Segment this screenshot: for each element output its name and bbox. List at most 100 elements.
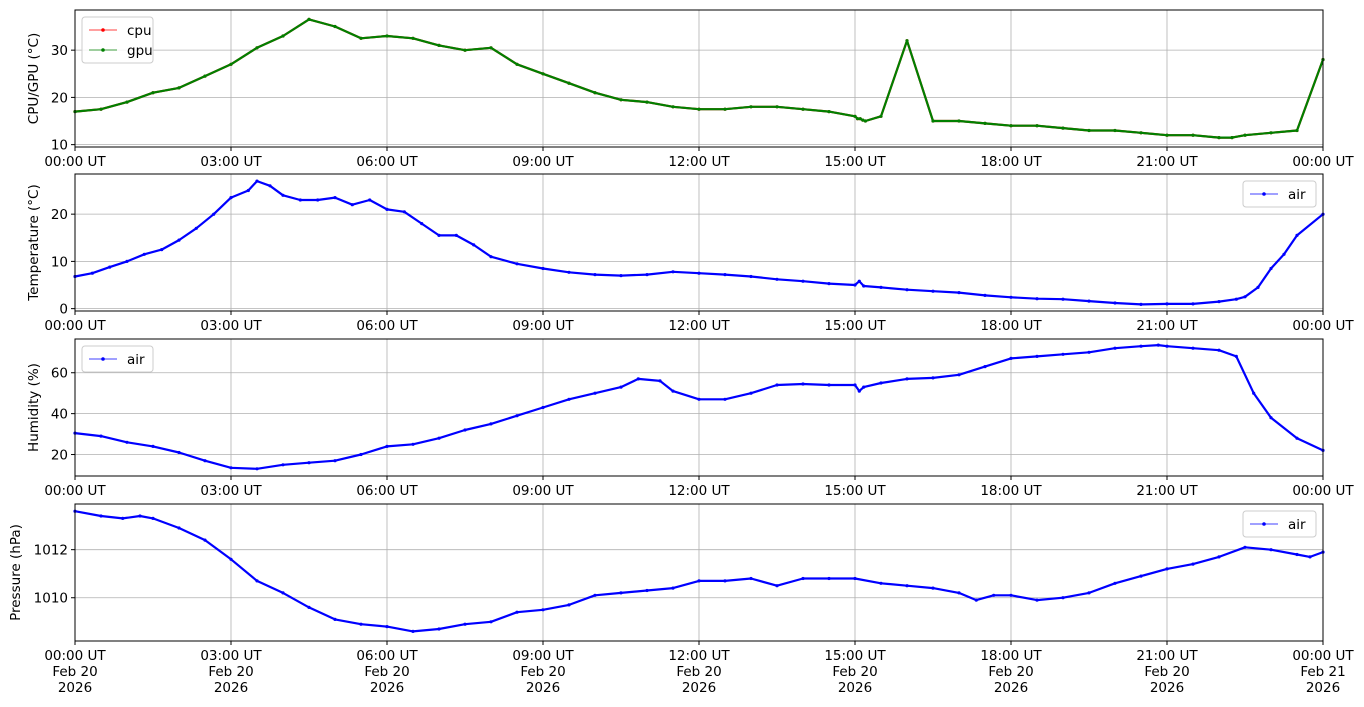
data-point-gpu bbox=[1165, 133, 1169, 137]
x-tick-label: 00:00 UT bbox=[44, 483, 106, 499]
data-point-gpu bbox=[1035, 124, 1039, 128]
x-tick-label: 12:00 UT bbox=[668, 318, 730, 334]
data-point-air bbox=[255, 467, 259, 471]
data-point-gpu bbox=[281, 34, 285, 38]
data-point-air bbox=[853, 576, 857, 581]
grid bbox=[75, 339, 1323, 476]
data-point-air bbox=[1087, 591, 1091, 595]
grid bbox=[75, 174, 1323, 311]
data-point-air bbox=[333, 196, 337, 200]
data-point-air bbox=[541, 266, 545, 271]
data-point-gpu bbox=[749, 105, 753, 109]
data-point-air bbox=[1234, 354, 1238, 358]
data-point-air bbox=[489, 620, 493, 624]
x-tick-label: 06:00 UT bbox=[356, 483, 418, 499]
series-line-air bbox=[74, 344, 1324, 470]
data-point-gpu bbox=[931, 119, 935, 123]
panel-1: 00:00 UT 03:00 UT 06:00 UT 09:00 UT 12:00 UT… bbox=[26, 9, 1354, 170]
legend-marker-gpu bbox=[101, 48, 105, 52]
data-point-air bbox=[472, 243, 476, 247]
data-point-air bbox=[151, 516, 155, 521]
legend-marker-air bbox=[101, 357, 105, 361]
x-tick-label: 12:00 UT bbox=[668, 483, 730, 499]
data-point-gpu bbox=[99, 107, 103, 111]
x-tick-label: 00:00 UT bbox=[1292, 648, 1354, 664]
data-point-air bbox=[268, 184, 272, 188]
data-point-air bbox=[142, 252, 146, 256]
legend: air bbox=[1242, 180, 1317, 208]
data-point-gpu bbox=[255, 46, 259, 50]
data-point-air bbox=[541, 608, 545, 612]
data-point-air bbox=[931, 586, 935, 590]
data-point-air bbox=[90, 271, 94, 275]
data-point-gpu bbox=[463, 48, 467, 52]
x-year-label: 2026 bbox=[994, 680, 1028, 696]
data-point-air bbox=[1217, 555, 1221, 559]
x-tick-label: 18:00 UT bbox=[980, 318, 1042, 334]
y-axis-label: Pressure (hPa) bbox=[8, 524, 24, 621]
grid bbox=[75, 10, 1323, 147]
legend-box bbox=[81, 345, 154, 373]
data-point-gpu bbox=[437, 43, 441, 48]
x-year-label: 2026 bbox=[58, 680, 92, 696]
data-point-air bbox=[359, 452, 363, 457]
x-tick-label: 15:00 UT bbox=[824, 648, 886, 664]
data-point-air bbox=[658, 379, 662, 383]
legend-marker-cpu bbox=[101, 28, 105, 32]
data-point-air bbox=[125, 440, 129, 444]
data-point-air bbox=[992, 593, 996, 597]
data-point-air bbox=[515, 414, 519, 418]
data-point-air bbox=[1165, 302, 1169, 306]
data-point-air bbox=[229, 557, 233, 561]
data-point-air bbox=[879, 285, 883, 289]
y-axis-label: CPU/GPU (°C) bbox=[26, 33, 42, 124]
data-point-air bbox=[1035, 297, 1039, 301]
data-point-air bbox=[827, 576, 831, 581]
data-point-gpu bbox=[203, 74, 207, 78]
x-year-label: 2026 bbox=[370, 680, 404, 696]
x-tick-label: 03:00 UT bbox=[200, 154, 262, 170]
data-point-air bbox=[593, 593, 597, 597]
data-point-air bbox=[1269, 266, 1273, 271]
x-date-label: Feb 20 bbox=[988, 664, 1033, 680]
legend: cpu gpu bbox=[81, 16, 154, 64]
data-point-air bbox=[1252, 391, 1256, 395]
data-point-air bbox=[1139, 302, 1143, 306]
legend-box bbox=[1242, 180, 1317, 208]
legend-marker-air bbox=[1262, 192, 1266, 196]
data-point-air bbox=[1087, 299, 1091, 303]
x-tick-label: 03:00 UT bbox=[200, 318, 262, 334]
y-tick-label: 20 bbox=[51, 448, 68, 464]
data-point-air bbox=[957, 373, 961, 377]
data-point-gpu bbox=[905, 39, 909, 43]
y-tick-label: 60 bbox=[51, 366, 68, 382]
x-date-label: Feb 20 bbox=[832, 664, 877, 680]
data-point-air bbox=[1191, 346, 1195, 350]
data-point-air bbox=[385, 625, 389, 629]
data-point-air bbox=[212, 212, 216, 216]
x-date-label: Feb 20 bbox=[676, 664, 721, 680]
data-point-gpu bbox=[1269, 131, 1273, 135]
data-point-air bbox=[801, 279, 805, 283]
data-point-air bbox=[316, 198, 320, 202]
data-point-air bbox=[177, 450, 181, 455]
y-tick-label: 20 bbox=[51, 90, 68, 106]
data-point-air bbox=[229, 466, 233, 470]
data-point-air bbox=[671, 270, 675, 274]
data-point-air bbox=[671, 389, 675, 393]
data-point-air bbox=[1139, 574, 1143, 578]
legend: air bbox=[81, 345, 154, 373]
data-point-gpu bbox=[411, 36, 415, 40]
data-point-gpu bbox=[1295, 128, 1299, 133]
x-tick-label: 00:00 UT bbox=[44, 648, 106, 664]
data-point-gpu bbox=[723, 107, 727, 111]
x-tick-label: 00:00 UT bbox=[44, 154, 106, 170]
data-point-air bbox=[99, 514, 103, 518]
x-year-label: 2026 bbox=[682, 680, 716, 696]
data-point-air bbox=[905, 288, 909, 292]
panel-2: 00:00 UT 03:00 UT 06:00 UT 09:00 UT 12:00 UT… bbox=[26, 173, 1354, 334]
data-point-air bbox=[619, 385, 623, 389]
data-point-gpu bbox=[489, 46, 493, 50]
data-point-gpu bbox=[775, 105, 779, 109]
